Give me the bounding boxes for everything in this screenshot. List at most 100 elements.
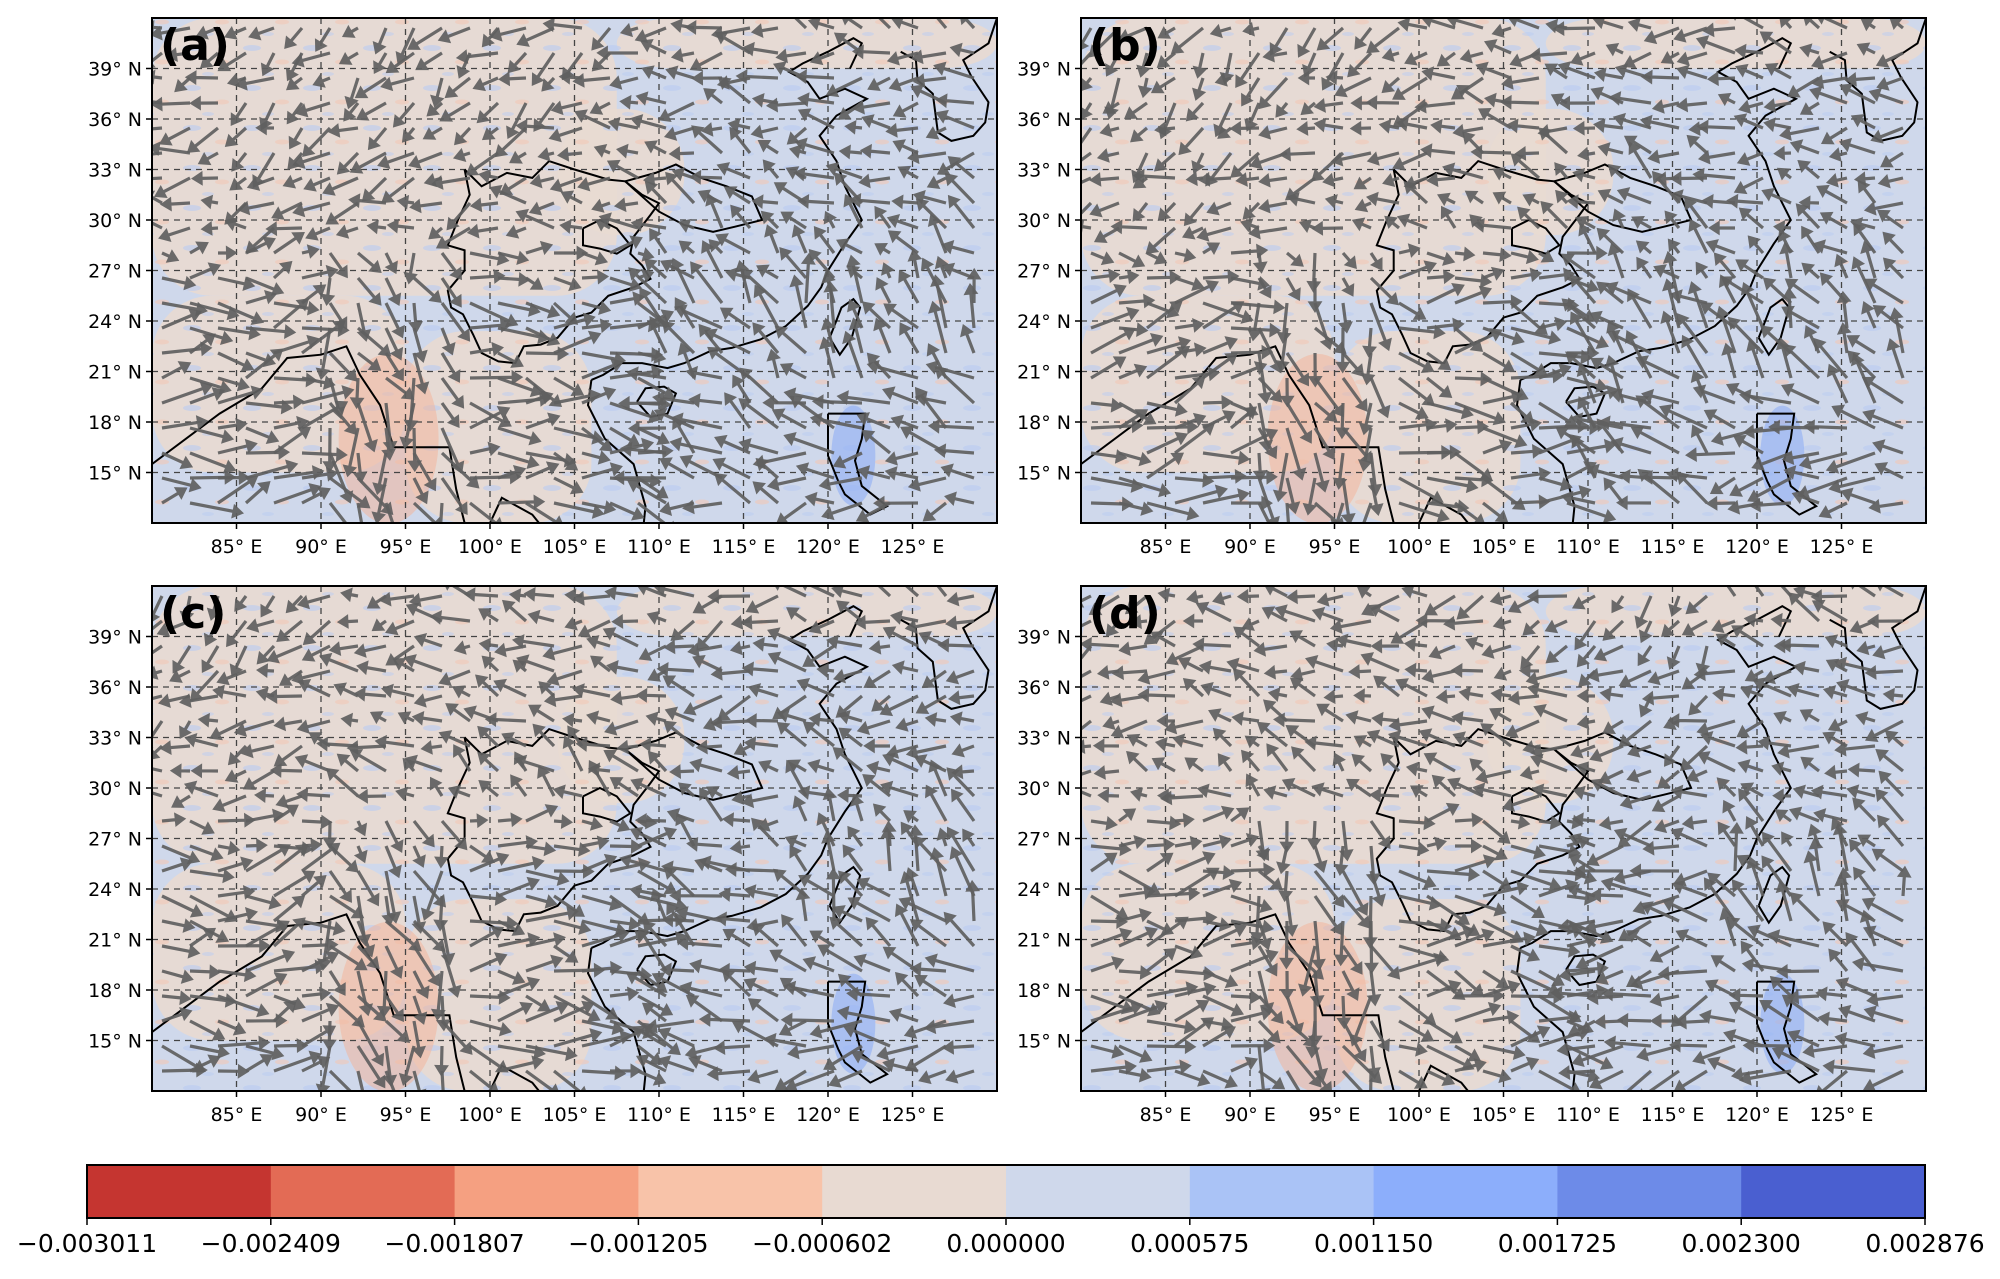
wind-arrow [1283, 895, 1299, 937]
wind-arrow [854, 614, 891, 630]
coastline-path [828, 297, 862, 357]
wind-arrow [396, 194, 415, 210]
wind-arrow [1862, 1069, 1904, 1091]
wind-arrow [1726, 193, 1764, 209]
wind-arrow [946, 767, 976, 798]
wind-arrow [477, 752, 500, 773]
wind-arrow [336, 151, 360, 175]
wind-arrow [912, 73, 947, 88]
wind-arrow [1635, 395, 1680, 430]
wind-arrow [1334, 76, 1372, 98]
wind-arrow [338, 51, 359, 65]
wind-arrow [609, 291, 646, 306]
wind-arrow [1174, 1017, 1215, 1048]
wind-arrow [1781, 450, 1820, 466]
wind-arrow [300, 874, 327, 898]
lat-tick-label: 39° N [1017, 627, 1071, 649]
wind-arrow [1137, 687, 1176, 703]
wind-arrow [1182, 678, 1205, 698]
wind-arrow [543, 692, 583, 708]
wind-arrow [1868, 87, 1904, 105]
lon-tick-label: 125° E [1810, 536, 1874, 558]
wind-arrow [1722, 799, 1737, 822]
wind-arrow [928, 759, 948, 797]
wind-arrow [284, 26, 304, 50]
wind-arrow [1715, 305, 1737, 354]
wind-arrow [644, 258, 668, 280]
wind-arrow [1803, 850, 1821, 897]
wind-arrow [440, 252, 463, 281]
wind-arrow [1146, 300, 1183, 330]
wind-arrow [616, 143, 639, 159]
wind-arrow [476, 101, 500, 124]
wind-arrow [1576, 644, 1597, 668]
wind-arrow [757, 140, 779, 155]
wind-arrow [1285, 402, 1313, 444]
wind-arrow [1274, 604, 1316, 623]
wind-arrow [1257, 502, 1271, 523]
wind-arrow [1782, 343, 1821, 380]
wind-arrow [942, 1039, 975, 1055]
wind-arrow [1285, 1070, 1301, 1091]
wind-arrow [1454, 928, 1495, 948]
wind-arrow [446, 201, 472, 231]
wind-arrow [271, 201, 303, 220]
wind-arrow [179, 595, 195, 624]
wind-arrow [823, 210, 837, 229]
wind-arrow [1647, 149, 1680, 164]
wind-arrow [688, 1054, 723, 1073]
wind-arrow [1263, 664, 1288, 680]
wind-arrow [1884, 730, 1905, 748]
wind-arrow [1351, 217, 1372, 232]
wind-arrow [1257, 869, 1283, 891]
wind-arrow [1500, 75, 1540, 90]
wind-arrow [1230, 243, 1269, 259]
wind-arrow [1877, 209, 1904, 230]
wind-arrow [856, 877, 891, 898]
wind-arrow [855, 501, 891, 523]
wind-arrow [472, 76, 499, 92]
wind-arrow [1834, 1032, 1876, 1048]
wind-arrow [962, 828, 976, 847]
wind-arrow [1230, 949, 1279, 973]
wind-arrow [701, 240, 724, 279]
wind-arrow [1566, 890, 1597, 906]
wind-arrow [1202, 969, 1239, 989]
wind-arrow [1257, 376, 1283, 403]
lat-tick-label: 33° N [88, 160, 142, 182]
wind-arrow [1353, 735, 1372, 749]
wind-arrow [1593, 118, 1624, 133]
wind-arrow [719, 307, 751, 330]
wind-arrow [628, 420, 667, 436]
wind-arrow [1560, 253, 1596, 280]
wind-arrow [1736, 151, 1764, 166]
wind-arrow [1090, 268, 1121, 284]
wind-arrow [320, 277, 336, 307]
wind-arrow [1258, 1069, 1286, 1090]
wind-arrow [1362, 327, 1377, 358]
wind-arrow [161, 308, 202, 330]
wind-arrow [1285, 352, 1310, 387]
wind-arrow [322, 820, 338, 849]
wind-arrow [825, 76, 863, 98]
wind-arrow [619, 22, 639, 38]
wind-arrow [212, 684, 247, 700]
wind-arrow [1202, 301, 1254, 324]
wind-arrow [695, 739, 723, 755]
wind-arrow [1146, 981, 1199, 998]
wind-arrow [217, 417, 248, 433]
wind-arrow [1568, 854, 1596, 873]
wind-arrow [1877, 174, 1904, 189]
wind-arrow [273, 232, 305, 255]
wind-arrow [1230, 428, 1279, 455]
wind-arrow [161, 918, 196, 933]
wind-arrow [1730, 1067, 1764, 1082]
wind-arrow [1477, 107, 1512, 130]
wind-arrow [886, 51, 919, 66]
wind-arrow [229, 176, 247, 191]
wind-arrow [637, 501, 675, 523]
wind-arrow [1421, 668, 1456, 684]
wind-arrow [301, 400, 349, 430]
wind-arrow [301, 320, 346, 355]
wind-arrow [802, 644, 835, 667]
